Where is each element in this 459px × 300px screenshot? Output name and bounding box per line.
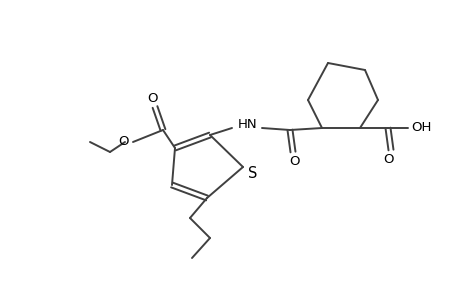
Text: S: S — [248, 167, 257, 182]
Text: O: O — [147, 92, 158, 104]
Text: HN: HN — [238, 118, 257, 130]
Text: OH: OH — [410, 121, 430, 134]
Text: O: O — [383, 152, 393, 166]
Text: O: O — [289, 154, 300, 167]
Text: O: O — [118, 134, 129, 148]
